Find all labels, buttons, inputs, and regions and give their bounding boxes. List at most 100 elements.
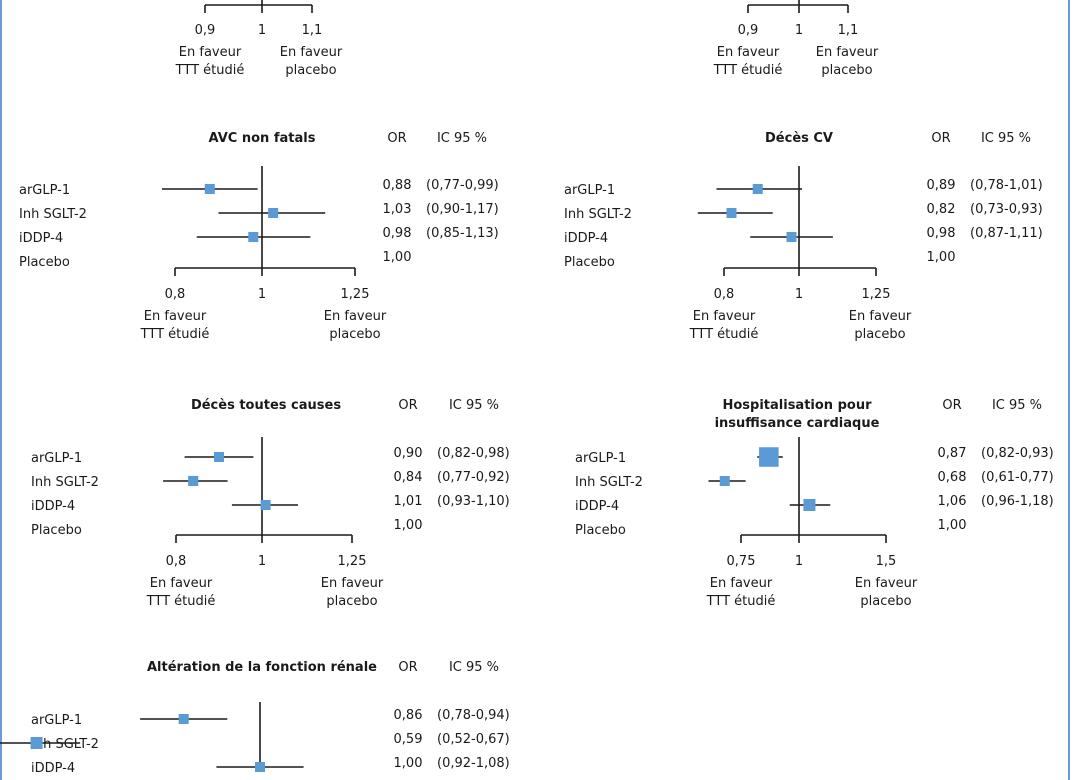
- or-marker: [204, 184, 215, 194]
- ci-value: (0,82-0,98): [437, 446, 510, 461]
- ci-value: (0,73-0,93): [970, 202, 1043, 217]
- or-value: 1,00: [938, 518, 967, 533]
- ci-value: (0,85-1,13): [426, 226, 499, 241]
- or-value: 1,00: [383, 250, 412, 265]
- x-tick-label: 1: [795, 23, 803, 38]
- favor-left-label: TTT étudié: [146, 594, 216, 609]
- ic-header: IC 95 %: [437, 131, 487, 146]
- or-value: 0,87: [938, 446, 967, 461]
- forest-panel-6: Hospitalisation pour insuffisance cardiaq…: [575, 398, 1054, 609]
- ic-header: IC 95 %: [449, 398, 499, 413]
- or-value: 0,59: [394, 732, 423, 747]
- favor-right-label: placebo: [854, 327, 905, 342]
- ci-value: (0,61-0,77): [981, 470, 1054, 485]
- or-value: 0,88: [383, 178, 412, 193]
- or-value: 0,89: [927, 178, 956, 193]
- ci-value: (0,82-0,93): [981, 446, 1054, 461]
- or-value: 0,82: [927, 202, 956, 217]
- or-marker: [786, 232, 797, 242]
- x-tick-label: 1,25: [862, 287, 891, 302]
- favor-left-label: En faveur: [710, 576, 773, 591]
- x-tick-label: 1: [795, 287, 803, 302]
- row-label: Placebo: [19, 255, 70, 270]
- or-header: OR: [942, 398, 961, 413]
- favor-right-label: placebo: [285, 63, 336, 78]
- ci-value: (0,52-0,67): [437, 732, 510, 747]
- or-value: 1,00: [927, 250, 956, 265]
- or-value: 1,01: [394, 494, 423, 509]
- or-marker: [178, 714, 189, 724]
- x-tick-label: 0,9: [738, 23, 759, 38]
- or-header: OR: [398, 398, 417, 413]
- x-tick-label: 1,1: [838, 23, 859, 38]
- x-tick-label: 0,75: [727, 554, 756, 569]
- forest-panel-1: 0,9 1 1,1 En faveur TTT étudié En faveur place…: [175, 0, 343, 78]
- or-marker: [214, 452, 224, 462]
- row-label: iDDP-4: [31, 499, 75, 514]
- row-label: arGLP-1: [564, 183, 615, 198]
- ic-header: IC 95 %: [449, 660, 499, 675]
- favor-left-label: En faveur: [693, 309, 756, 324]
- forest-panel-5: Décès toutes causes OR IC 95 % arGLP-1 0,90 (…: [31, 398, 510, 609]
- favor-right-label: En faveur: [855, 576, 918, 591]
- x-tick-label: 1: [258, 287, 266, 302]
- or-header: OR: [931, 131, 950, 146]
- x-tick-label: 1,25: [341, 287, 370, 302]
- x-tick-label: 1,1: [302, 23, 323, 38]
- x-tick-label: 1: [795, 554, 803, 569]
- panel-title: Décès toutes causes: [191, 398, 341, 413]
- or-value: 1,00: [394, 756, 423, 771]
- row-label: arGLP-1: [31, 451, 82, 466]
- ci-value: (0,78-0,94): [437, 708, 510, 723]
- ci-value: (0,92-1,08): [437, 756, 510, 771]
- row-label: Inh SGLT-2: [564, 207, 632, 222]
- forest-panel-3: AVC non fatals OR IC 95 % arGLP-1 0,88 (0,77-…: [19, 131, 499, 342]
- favor-right-label: placebo: [821, 63, 872, 78]
- forest-panel-4: Décès CV OR IC 95 % arGLP-1 0,89 (0,78-1,01) I…: [564, 131, 1043, 342]
- or-marker: [719, 476, 730, 486]
- row-label: iDDP-4: [564, 231, 608, 246]
- or-marker: [268, 208, 279, 218]
- x-tick-label: 0,8: [165, 287, 186, 302]
- or-marker: [260, 500, 271, 510]
- ci-value: (0,78-1,01): [970, 178, 1043, 193]
- ci-value: (0,77-0,92): [437, 470, 510, 485]
- or-header: OR: [398, 660, 417, 675]
- favor-right-label: En faveur: [849, 309, 912, 324]
- favor-left-label: En faveur: [144, 309, 207, 324]
- ci-value: (0,96-1,18): [981, 494, 1054, 509]
- or-value: 0,98: [383, 226, 412, 241]
- or-value: 0,90: [394, 446, 423, 461]
- row-label: Inh SGLT-2: [19, 207, 87, 222]
- x-tick-label: 1: [258, 554, 266, 569]
- or-value: 1,06: [938, 494, 967, 509]
- x-tick-label: 0,9: [195, 23, 216, 38]
- or-value: 1,03: [383, 202, 412, 217]
- favor-left-label: En faveur: [150, 576, 213, 591]
- or-value: 1,00: [394, 518, 423, 533]
- or-value: 0,86: [394, 708, 423, 723]
- or-marker: [759, 447, 779, 467]
- favor-left-label: En faveur: [717, 45, 780, 60]
- x-tick-label: 1: [258, 23, 266, 38]
- x-tick-label: 0,8: [714, 287, 735, 302]
- ci-value: (0,87-1,11): [970, 226, 1043, 241]
- favor-left-label: En faveur: [179, 45, 242, 60]
- or-marker: [248, 232, 259, 242]
- panel-title: Hospitalisation pour: [722, 398, 872, 413]
- x-tick-label: 1,25: [338, 554, 367, 569]
- x-tick-label: 0,8: [166, 554, 187, 569]
- panel-title: AVC non fatals: [209, 131, 316, 146]
- row-label: Inh SGLT-2: [31, 737, 99, 752]
- row-label: Placebo: [31, 523, 82, 538]
- or-value: 0,84: [394, 470, 423, 485]
- or-value: 0,68: [938, 470, 967, 485]
- or-marker: [30, 737, 43, 749]
- row-label: Placebo: [564, 255, 615, 270]
- x-tick-label: 1,5: [876, 554, 897, 569]
- favor-right-label: En faveur: [321, 576, 384, 591]
- ci-value: (0,77-0,99): [426, 178, 499, 193]
- ci-value: (0,93-1,10): [437, 494, 510, 509]
